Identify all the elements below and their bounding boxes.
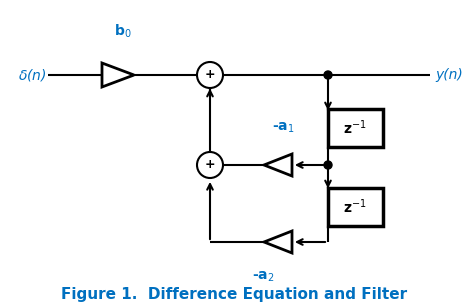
Text: y(n): y(n) [435, 68, 463, 82]
Text: z$^{-1}$: z$^{-1}$ [343, 198, 367, 216]
Text: +: + [204, 158, 215, 171]
Bar [327, 109, 383, 147]
Text: b$_0$: b$_0$ [114, 23, 132, 40]
Circle shape [324, 71, 332, 79]
Text: $\delta$(n): $\delta$(n) [18, 67, 47, 83]
Text: +: + [204, 68, 215, 81]
Text: z$^{-1}$: z$^{-1}$ [343, 119, 367, 137]
Circle shape [324, 161, 332, 169]
Bar [327, 188, 383, 226]
Text: Figure 1.  Difference Equation and Filter: Figure 1. Difference Equation and Filter [61, 287, 408, 302]
Text: -a$_2$: -a$_2$ [252, 270, 274, 284]
Text: -a$_1$: -a$_1$ [272, 120, 294, 135]
